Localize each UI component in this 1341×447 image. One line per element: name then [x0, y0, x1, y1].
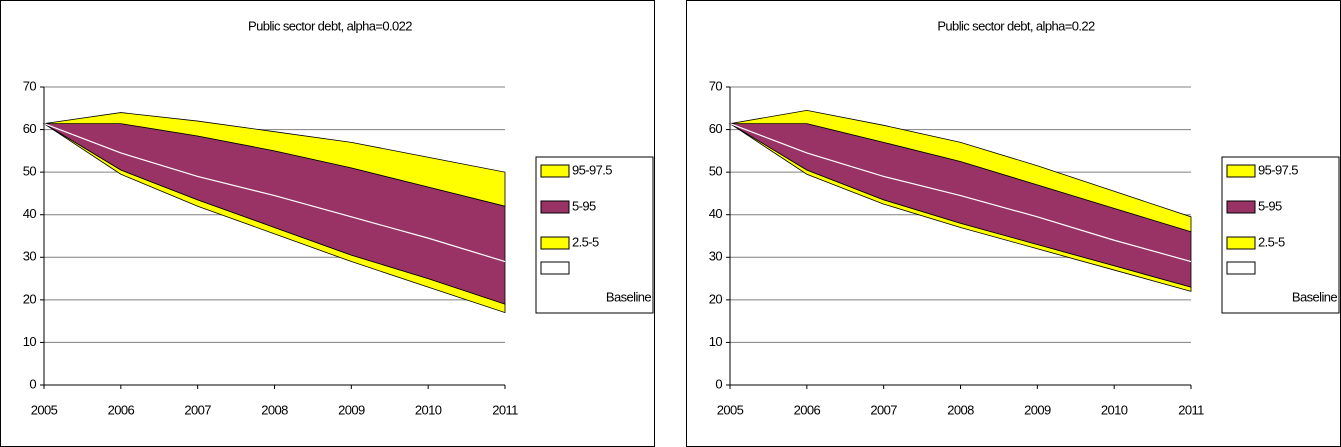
y-tick-label: 50: [709, 164, 723, 179]
legend-swatch: [1226, 164, 1256, 178]
legend-label: 5-95: [572, 198, 596, 213]
chart: Public sector debt, alpha=0.22 0 10 20 30 40 5…: [686, 0, 1341, 447]
x-tick-label: 2011: [1178, 402, 1204, 417]
y-tick-label: 10: [23, 334, 37, 349]
area-band: [729, 110, 1192, 233]
x-tick-label: 2010: [415, 402, 442, 417]
legend-swatch: [540, 164, 570, 178]
chart: Public sector debt, alpha=0.022 0 10 20 30 40…: [0, 0, 655, 447]
x-tick-label: 2007: [870, 402, 897, 417]
y-tick-label: 40: [709, 206, 723, 221]
chart-title: Public sector debt, alpha=0.22: [937, 18, 1095, 33]
chart-title: Public sector debt, alpha=0.022: [248, 18, 412, 33]
legend-label: 95-97.5: [1258, 162, 1298, 177]
y-tick-label: 50: [23, 164, 37, 179]
y-tick-label: 30: [23, 249, 37, 264]
x-tick-label: 2005: [31, 402, 58, 417]
y-tick-label: 20: [709, 291, 723, 306]
baseline-line: [729, 123, 1192, 263]
legend-label: 2.5-5: [1258, 234, 1285, 249]
legend-label: 95-97.5: [572, 162, 612, 177]
y-tick-label: 40: [23, 206, 37, 221]
y-tick-label: 20: [23, 291, 37, 306]
x-tick-label: 2006: [108, 402, 135, 417]
legend-box: [1221, 156, 1340, 314]
legend-label: 2.5-5: [572, 234, 599, 249]
x-tick-label: 2010: [1101, 402, 1128, 417]
x-tick-label: 2009: [1024, 402, 1051, 417]
legend-label: Baseline: [606, 289, 651, 304]
legend-swatch: [540, 200, 570, 214]
area-band: [43, 112, 506, 207]
x-tick-label: 2005: [717, 402, 744, 417]
x-tick-label: 2006: [794, 402, 821, 417]
y-tick-label: 0: [29, 376, 36, 391]
y-tick-label: 70: [23, 78, 37, 93]
x-tick-label: 2007: [184, 402, 211, 417]
y-tick-label: 30: [709, 249, 723, 264]
baseline-line: [43, 123, 506, 263]
legend-swatch: [1226, 236, 1256, 250]
y-tick-label: 10: [709, 334, 723, 349]
x-tick-label: 2008: [947, 402, 974, 417]
legend-label: Baseline: [1292, 289, 1337, 304]
legend-swatch: [1226, 261, 1256, 275]
legend-swatch: [540, 261, 570, 275]
y-tick-label: 70: [709, 78, 723, 93]
legend-swatch: [1226, 200, 1256, 214]
y-tick-label: 0: [715, 376, 722, 391]
x-tick-label: 2008: [261, 402, 288, 417]
x-tick-label: 2009: [338, 402, 365, 417]
y-tick-label: 60: [23, 121, 37, 136]
y-tick-label: 60: [709, 121, 723, 136]
x-tick-label: 2011: [492, 402, 518, 417]
legend-swatch: [540, 236, 570, 250]
legend-box: [535, 156, 654, 314]
legend-label: 5-95: [1258, 198, 1282, 213]
